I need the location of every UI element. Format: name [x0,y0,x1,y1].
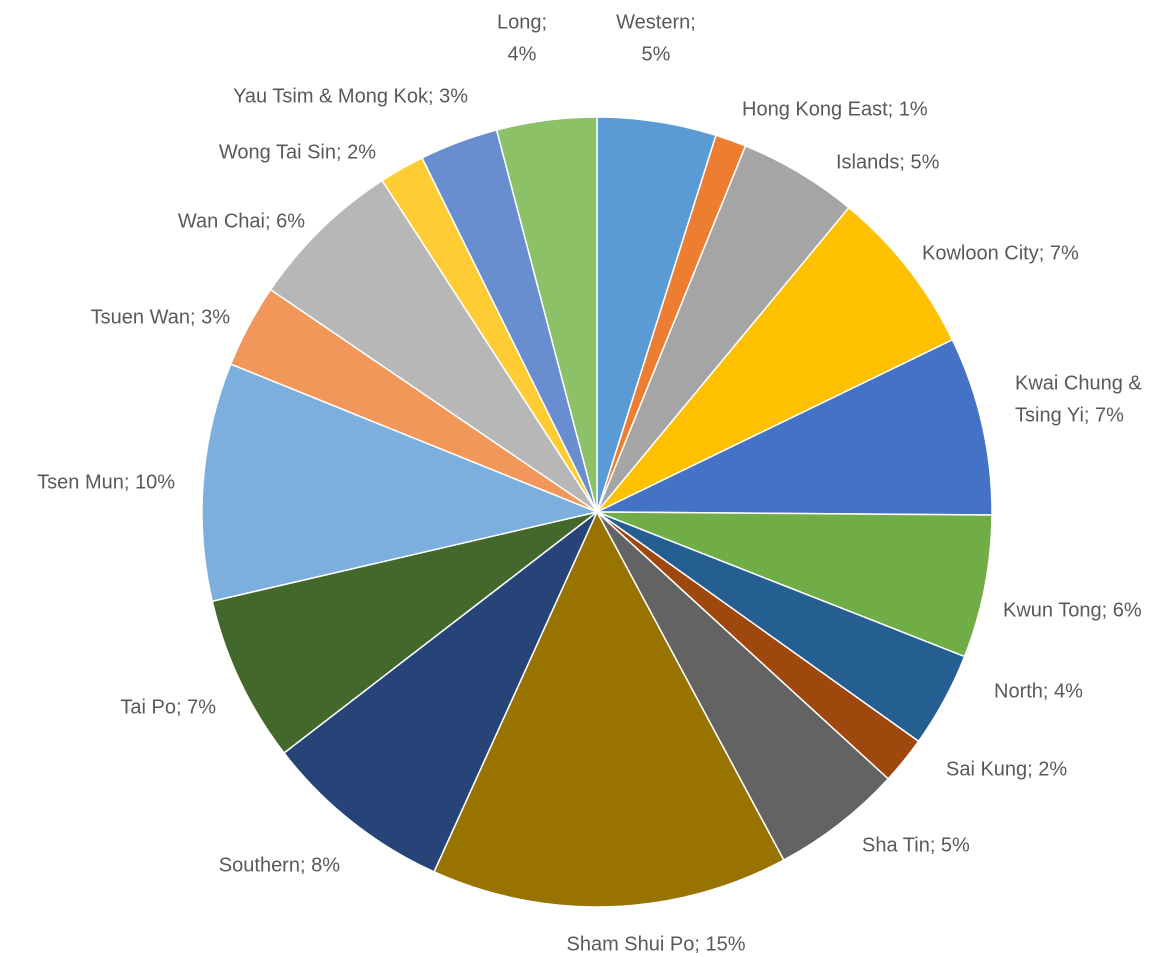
pie-label-hong-kong-east: Hong Kong East; 1% [742,98,928,120]
pie-label-tai-po: Tai Po; 7% [120,696,216,718]
pie-slice-yuen-long [495,116,598,513]
pie-label-north: North; 4% [994,680,1083,702]
pie-label-line: Western; [616,11,696,33]
pie-label-wong-tai-sin: Wong Tai Sin; 2% [219,141,376,163]
pie-slice-tai-po [211,511,598,755]
pie-label-line: Hong Kong East; 1% [742,98,928,120]
pie-labels: Central & Western; 5% Hong Kong East; 1% Isl… [37,0,1142,955]
pie-label-yuen-long: Yuen Long; 4% [497,0,547,65]
pie-label-line: Kwai Chung & [1015,372,1142,394]
pie-slice-sham-shui-po [433,510,785,908]
pie-label-line: 5% [642,43,671,65]
pie-label-line: Yau Tsim & Mong Kok; 3% [233,85,468,107]
pie-slice-kwun-tong [596,511,993,658]
pie-slice-southern [282,511,598,873]
pie-label-line: Wong Tai Sin; 2% [219,141,376,163]
pie-label-line: Tsuen Wan; 3% [91,306,231,328]
pie-label-wan-chai: Wan Chai; 6% [178,210,305,232]
pie-slices [201,116,993,908]
pie-label-islands: Islands; 5% [836,151,940,173]
pie-label-southern: Southern; 8% [219,854,340,876]
pie-label-tsen-mun: Tsen Mun; 10% [37,471,175,493]
pie-label-kwun-tong: Kwun Tong; 6% [1003,599,1142,621]
pie-label-line: Islands; 5% [836,151,940,173]
pie-slice-kowloon-city [596,206,954,513]
pie-label-line: Sai Kung; 2% [946,758,1067,780]
pie-slice-sha-tin [596,511,890,862]
pie-label-line: Tai Po; 7% [120,696,216,718]
pie-label-line: Wan Chai; 6% [178,210,305,232]
pie-label-line: Long; [497,11,547,33]
pie-label-sha-tin: Sha Tin; 5% [862,834,970,856]
pie-slice-wan-chai [269,179,598,513]
pie-label-line: North; 4% [994,680,1083,702]
pie-label-line: 4% [508,43,537,65]
pie-label-line: Yuen [499,0,545,1]
pie-label-sai-kung: Sai Kung; 2% [946,758,1067,780]
pie-slice-kwai-chung-and-tsing-yi [596,338,993,516]
pie-label-yau-tsim-and-mong-kok: Yau Tsim & Mong Kok; 3% [233,85,468,107]
pie-label-line: Sham Shui Po; 15% [567,933,746,955]
pie-label-central-and-western: Central & Western; 5% [614,0,698,65]
pie-label-kowloon-city: Kowloon City; 7% [922,242,1079,264]
pie-label-line: Sha Tin; 5% [862,834,970,856]
pie-label-line: Tsing Yi; 7% [1015,404,1124,426]
pie-slice-tsen-mun [201,363,600,603]
pie-label-line: Tsen Mun; 10% [37,471,175,493]
pie-label-line: Kowloon City; 7% [922,242,1079,264]
pie-label-sham-shui-po: Sham Shui Po; 15% [567,933,746,955]
pie-label-tsuen-wan: Tsuen Wan; 3% [91,306,231,328]
pie-label-line: Central & [614,0,698,1]
pie-label-kwai-chung-and-tsing-yi: Kwai Chung & Tsing Yi; 7% [1015,372,1142,426]
pie-label-line: Southern; 8% [219,854,340,876]
pie-label-line: Kwun Tong; 6% [1003,599,1142,621]
